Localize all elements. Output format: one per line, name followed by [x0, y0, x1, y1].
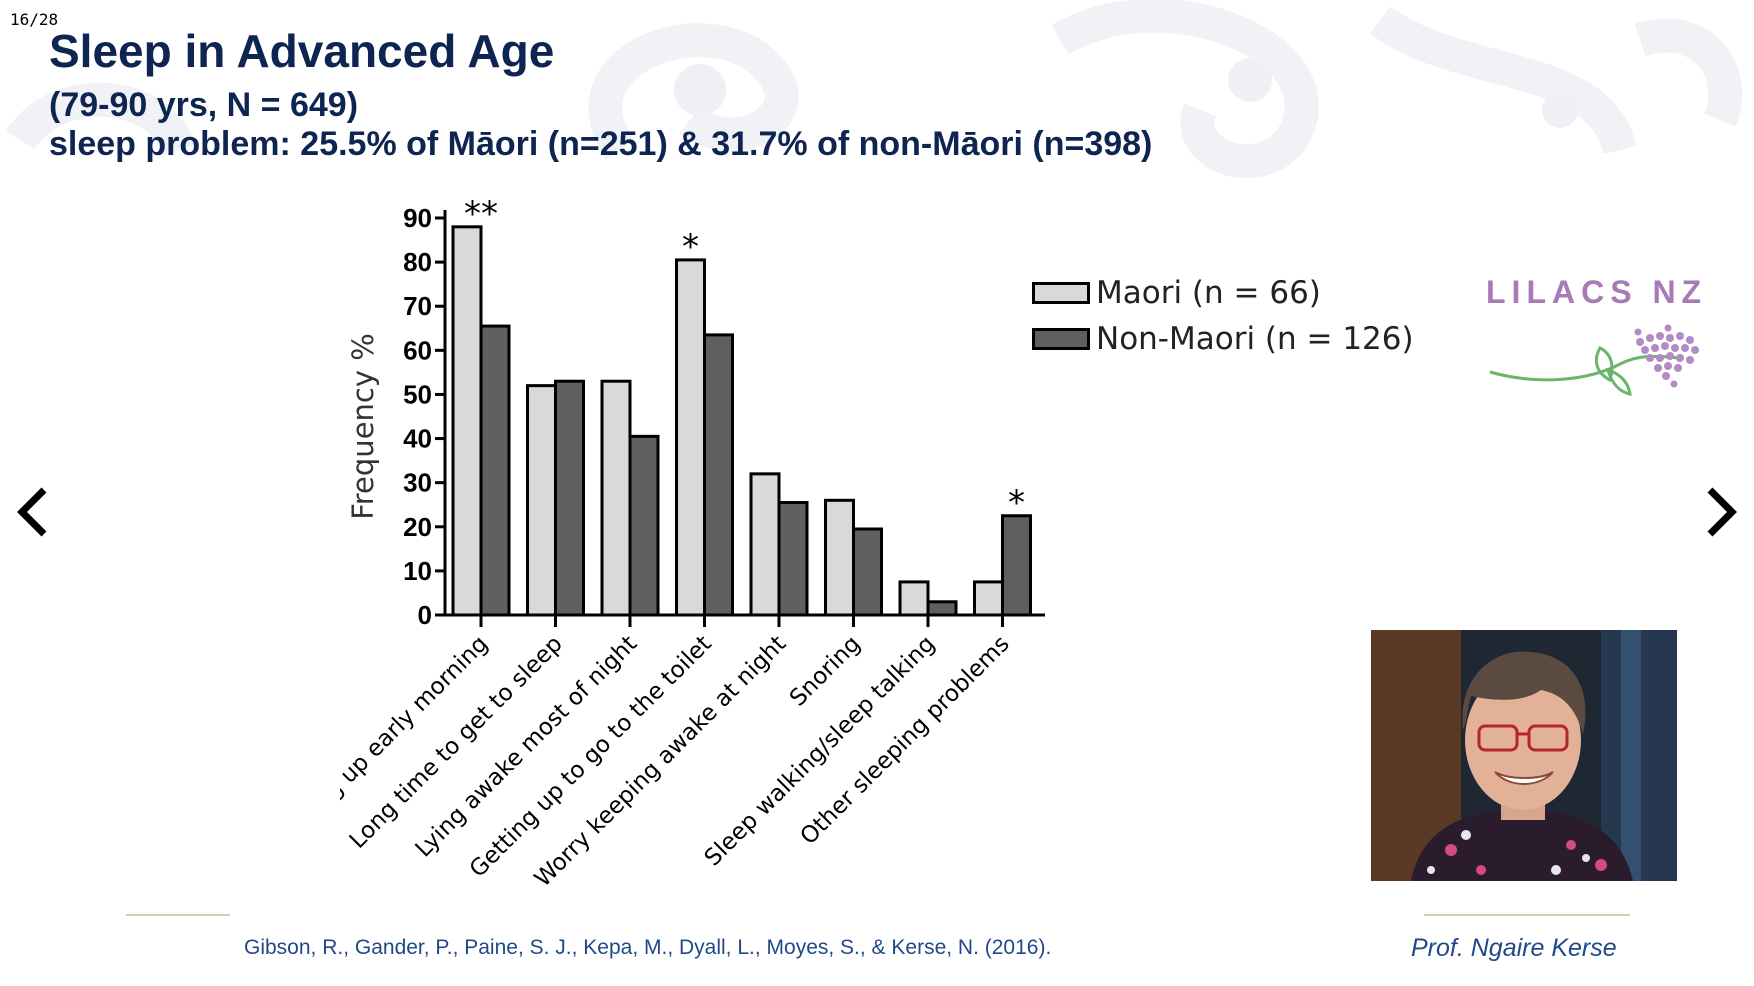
- footer-divider-right: [1424, 914, 1630, 916]
- bar-non-maori: [703, 333, 734, 617]
- portrait-illustration: [1371, 630, 1677, 881]
- y-tick-label: 30: [403, 468, 432, 498]
- bar-non-maori: [926, 600, 958, 617]
- bar-maori: [600, 379, 632, 617]
- bar-maori: [973, 580, 1004, 617]
- lilac-branch-icon: [1489, 324, 1699, 396]
- y-tick-label: 90: [403, 203, 432, 233]
- legend-swatch-maori: [1032, 282, 1090, 304]
- bar-non-maori: [777, 501, 809, 617]
- page-counter: 16/28: [10, 10, 59, 29]
- lilacs-nz-logo: LILACS NZ: [1480, 268, 1720, 398]
- background-swirl-pattern: [5, 0, 1743, 179]
- y-tick-label: 20: [403, 512, 432, 542]
- significance-marker: *: [1008, 483, 1025, 523]
- legend-label-non-maori: Non-Maori (n = 126): [1096, 321, 1414, 357]
- y-tick-label: 80: [403, 247, 432, 277]
- citation: Gibson, R., Gander, P., Paine, S. J., Ke…: [244, 936, 1052, 959]
- bar-maori: [749, 472, 781, 617]
- logo-text: LILACS NZ: [1486, 274, 1708, 310]
- subtitle-line-2: sleep problem: 25.5% of Māori (n=251) & …: [49, 125, 1153, 164]
- chevron-right-icon: [1707, 487, 1737, 537]
- bar-non-maori: [852, 527, 883, 617]
- bar-non-maori: [554, 379, 585, 617]
- bar-non-maori: [628, 434, 660, 617]
- bar-maori: [451, 225, 483, 617]
- legend-item-maori: Maori (n = 66): [1032, 270, 1414, 316]
- presenter-photo: [1371, 630, 1677, 881]
- y-tick-label: 0: [418, 600, 432, 630]
- y-tick-label: 60: [403, 335, 432, 365]
- presenter-name: Prof. Ngaire Kerse: [1411, 934, 1617, 962]
- bar-non-maori: [1001, 514, 1032, 617]
- y-tick-label: 40: [403, 424, 432, 454]
- bar-maori: [898, 580, 930, 617]
- footer-divider-left: [126, 914, 230, 916]
- y-tick-label: 10: [403, 556, 432, 586]
- chevron-left-icon: [17, 487, 47, 537]
- y-tick-label: 70: [403, 291, 432, 321]
- legend-item-non-maori: Non-Maori (n = 126): [1032, 316, 1414, 362]
- legend-label-maori: Maori (n = 66): [1096, 275, 1321, 311]
- bar-non-maori: [479, 324, 511, 617]
- subtitle-line-1: (79-90 yrs, N = 649): [49, 86, 359, 124]
- previous-slide-button[interactable]: [14, 482, 54, 542]
- bar-maori: [675, 258, 706, 617]
- chart-legend: Maori (n = 66) Non-Maori (n = 126): [1032, 270, 1414, 362]
- significance-marker: **: [464, 194, 498, 234]
- bar-maori: [526, 384, 557, 617]
- bar-maori: [824, 498, 855, 617]
- legend-swatch-non-maori: [1032, 328, 1090, 350]
- next-slide-button[interactable]: [1700, 482, 1740, 542]
- slide-title: Sleep in Advanced Age: [49, 25, 555, 77]
- y-axis-label: Frequency %: [346, 333, 380, 520]
- significance-marker: *: [682, 227, 699, 267]
- y-tick-label: 50: [403, 379, 432, 409]
- slide-subtitle: (79-90 yrs, N = 649) sleep problem: 25.5…: [49, 86, 1152, 164]
